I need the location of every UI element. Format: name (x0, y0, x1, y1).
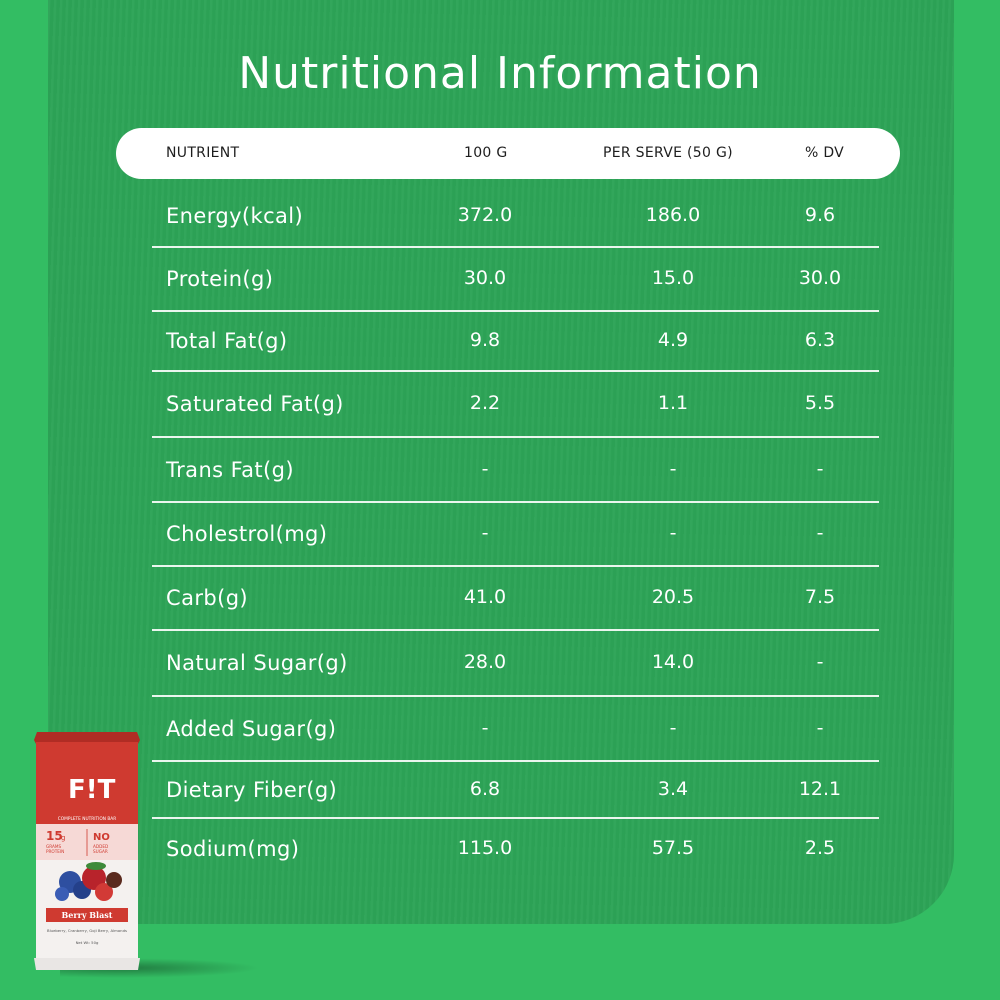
table-row: Trans Fat(g) - - - (152, 438, 879, 503)
cell-per-serve: 3.4 (657, 778, 689, 800)
row-divider (152, 310, 879, 312)
nutrient-name: Cholestrol(mg) (166, 522, 328, 546)
header-per-serve: PER SERVE (50 G) (603, 145, 733, 161)
row-divider (152, 695, 879, 697)
svg-text:Net Wt: 50g: Net Wt: 50g (76, 940, 99, 945)
table-row: Sodium(mg) 115.0 57.5 2.5 (152, 819, 879, 880)
nutrient-name: Protein(g) (166, 267, 274, 291)
cell-per-serve: - (669, 458, 677, 480)
cell-per-serve: - (669, 717, 677, 739)
cell-per100: 30.0 (463, 267, 507, 289)
table-row: Saturated Fat(g) 2.2 1.1 5.5 (152, 372, 879, 438)
cell-per-serve: 20.5 (651, 586, 695, 608)
cell-dv: 30.0 (798, 267, 842, 289)
nutrient-name: Natural Sugar(g) (166, 651, 348, 675)
table-row: Added Sugar(g) - - - (152, 697, 879, 762)
page-title: Nutritional Information (238, 48, 762, 99)
svg-text:Berry Blast: Berry Blast (62, 910, 113, 920)
cell-dv: 9.6 (804, 204, 836, 226)
header-percent-dv: % DV (805, 145, 845, 161)
cell-per-serve: 4.9 (657, 329, 689, 351)
cell-dv: 2.5 (804, 837, 836, 859)
product-package-image: F!T COMPLETE NUTRITION BAR 15 g GRAMS PR… (34, 732, 140, 970)
table-row: Protein(g) 30.0 15.0 30.0 (152, 248, 879, 312)
cell-per100: - (481, 717, 489, 739)
cell-per100: - (481, 522, 489, 544)
svg-text:15: 15 (46, 829, 63, 843)
cell-dv: 6.3 (804, 329, 836, 351)
svg-text:NO: NO (93, 832, 110, 843)
row-divider (152, 246, 879, 248)
nutrient-name: Carb(g) (166, 586, 249, 610)
row-divider (152, 501, 879, 503)
nutrient-name: Trans Fat(g) (166, 458, 294, 482)
nutrient-name: Added Sugar(g) (166, 717, 337, 741)
nutrient-name: Dietary Fiber(g) (166, 778, 338, 802)
cell-dv: 5.5 (804, 392, 836, 414)
cell-per-serve: 186.0 (645, 204, 701, 226)
nutrient-name: Energy(kcal) (166, 204, 304, 228)
nutrient-name: Saturated Fat(g) (166, 392, 344, 416)
cell-per100: 41.0 (463, 586, 507, 608)
row-divider (152, 370, 879, 372)
svg-text:COMPLETE NUTRITION BAR: COMPLETE NUTRITION BAR (58, 816, 116, 822)
cell-per-serve: 57.5 (651, 837, 695, 859)
svg-text:PROTEIN: PROTEIN (46, 849, 64, 854)
header-nutrient: NUTRIENT (166, 145, 240, 161)
cell-per-serve: - (669, 522, 677, 544)
cell-per100: 9.8 (469, 329, 501, 351)
cell-dv: - (816, 651, 824, 673)
svg-text:g: g (61, 834, 65, 842)
cell-per100: 6.8 (469, 778, 501, 800)
cell-dv: - (816, 458, 824, 480)
cell-per100: 2.2 (469, 392, 501, 414)
header-per-100g: 100 G (464, 145, 508, 161)
nutrient-name: Total Fat(g) (166, 329, 288, 353)
table-row: Dietary Fiber(g) 6.8 3.4 12.1 (152, 762, 879, 819)
cell-per-serve: 15.0 (651, 267, 695, 289)
cell-dv: - (816, 522, 824, 544)
svg-text:GRAMS: GRAMS (46, 844, 61, 849)
cell-per-serve: 1.1 (657, 392, 689, 414)
table-row: Natural Sugar(g) 28.0 14.0 - (152, 631, 879, 697)
cell-per100: 115.0 (457, 837, 513, 859)
table-row: Carb(g) 41.0 20.5 7.5 (152, 567, 879, 631)
cell-dv: 12.1 (798, 778, 842, 800)
cell-per100: 28.0 (463, 651, 507, 673)
table-row: Total Fat(g) 9.8 4.9 6.3 (152, 312, 879, 372)
svg-text:ADDED: ADDED (93, 844, 108, 849)
row-divider (152, 817, 879, 819)
row-divider (152, 629, 879, 631)
cell-per-serve: 14.0 (651, 651, 695, 673)
brand-logo: F!T (68, 775, 116, 805)
cell-per100: 372.0 (457, 204, 513, 226)
svg-text:Blueberry, Cranberry, Goji Ber: Blueberry, Cranberry, Goji Berry, Almond… (47, 928, 127, 933)
svg-text:SUGAR: SUGAR (93, 849, 108, 854)
cell-dv: - (816, 717, 824, 739)
row-divider (152, 436, 879, 438)
row-divider (152, 760, 879, 762)
table-row: Cholestrol(mg) - - - (152, 503, 879, 567)
table-row: Energy(kcal) 372.0 186.0 9.6 (152, 186, 879, 248)
nutrient-name: Sodium(mg) (166, 837, 300, 861)
table-header: NUTRIENT 100 G PER SERVE (50 G) % DV (116, 128, 900, 179)
cell-dv: 7.5 (804, 586, 836, 608)
cell-per100: - (481, 458, 489, 480)
row-divider (152, 565, 879, 567)
